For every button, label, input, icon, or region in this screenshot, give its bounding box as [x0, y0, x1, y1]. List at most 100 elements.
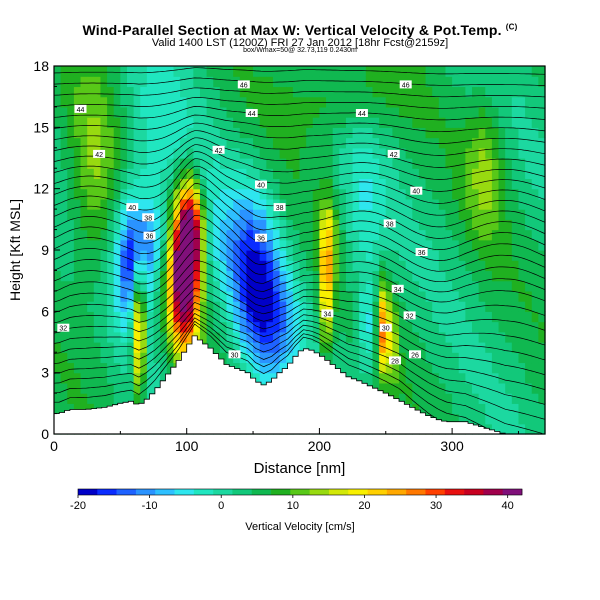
field-cell — [140, 331, 148, 343]
field-cell — [538, 178, 546, 190]
field-cell — [126, 117, 135, 128]
field-cell — [67, 270, 75, 282]
field-cell — [472, 147, 480, 159]
field-cell — [113, 117, 121, 128]
field-cell — [525, 147, 533, 159]
field-cell — [312, 106, 321, 118]
field-cell — [126, 147, 135, 159]
field-cell — [272, 362, 281, 374]
field-cell — [126, 137, 135, 149]
field-cell — [126, 106, 135, 118]
field-cell — [365, 250, 374, 261]
field-cell — [180, 290, 188, 302]
field-cell — [531, 270, 539, 282]
field-cell — [472, 168, 480, 180]
field-cell — [339, 290, 347, 302]
field-cell — [166, 86, 175, 98]
field-cell — [233, 301, 241, 312]
field-cell — [73, 219, 82, 231]
field-cell — [93, 321, 102, 333]
field-cell — [478, 66, 486, 77]
field-cell — [186, 158, 194, 169]
field-cell — [113, 260, 121, 272]
field-cell — [279, 311, 287, 323]
field-cell — [452, 311, 460, 323]
field-cell — [445, 219, 453, 231]
field-cell — [385, 342, 393, 353]
colorbar-swatch — [348, 489, 368, 495]
field-cell — [452, 198, 460, 210]
field-cell — [425, 393, 433, 404]
field-cell — [392, 86, 400, 98]
field-cell — [412, 76, 420, 88]
field-cell — [272, 106, 281, 118]
field-cell — [299, 219, 307, 231]
field-cell — [153, 137, 161, 149]
field-cell — [113, 362, 121, 374]
field-cell — [226, 342, 234, 353]
field-cell — [279, 362, 287, 374]
field-cell — [339, 127, 347, 139]
field-cell — [352, 127, 360, 139]
field-cell — [326, 219, 334, 231]
field-cell — [312, 147, 321, 159]
field-cell — [425, 229, 433, 241]
field-cell — [272, 147, 281, 159]
field-cell — [372, 342, 380, 353]
field-cell — [166, 158, 175, 169]
field-cell — [505, 423, 513, 435]
field-cell — [465, 260, 473, 272]
field-cell — [432, 260, 440, 272]
field-cell — [531, 96, 539, 108]
field-cell — [319, 229, 327, 241]
field-cell — [339, 96, 347, 108]
field-cell — [445, 372, 453, 384]
field-cell — [505, 393, 513, 404]
field-cell — [472, 239, 480, 251]
field-cell — [491, 96, 500, 108]
field-cell — [412, 66, 420, 77]
field-cell — [279, 260, 287, 272]
field-cell — [126, 382, 135, 394]
field-cell — [54, 147, 62, 159]
field-cell — [445, 270, 453, 282]
field-cell — [478, 117, 486, 128]
field-cell — [465, 250, 473, 261]
field-cell — [133, 331, 141, 343]
field-cell — [326, 147, 334, 159]
isentrope-line — [53, 301, 546, 390]
field-cell — [326, 321, 334, 333]
field-cell — [107, 270, 115, 282]
field-cell — [312, 250, 321, 261]
field-cell — [425, 301, 433, 312]
field-cell — [213, 188, 221, 200]
field-cell — [425, 311, 433, 323]
field-cell — [266, 158, 274, 169]
field-cell — [511, 250, 520, 261]
field-cell — [525, 393, 533, 404]
field-cell — [339, 76, 347, 88]
field-cell — [160, 301, 168, 312]
field-cell — [54, 178, 62, 190]
field-cell — [505, 168, 513, 180]
field-cell — [173, 66, 181, 77]
isentrope-line — [53, 270, 546, 331]
field-cell — [266, 311, 274, 323]
colorbar-swatch — [78, 489, 98, 495]
field-cell — [93, 270, 102, 282]
field-cell — [319, 188, 327, 200]
field-cell — [326, 290, 334, 302]
field-cell — [432, 198, 440, 210]
field-cell — [253, 321, 261, 333]
field-cell — [538, 168, 546, 180]
field-cell — [186, 86, 194, 98]
field-cell — [279, 270, 287, 282]
field-cell — [339, 239, 347, 251]
field-cell — [399, 66, 407, 77]
field-cell — [359, 239, 367, 251]
field-cell — [186, 321, 194, 333]
field-cell — [352, 331, 360, 343]
field-cell — [173, 260, 181, 272]
theta-label: 32 — [57, 323, 70, 333]
field-cell — [491, 76, 500, 88]
